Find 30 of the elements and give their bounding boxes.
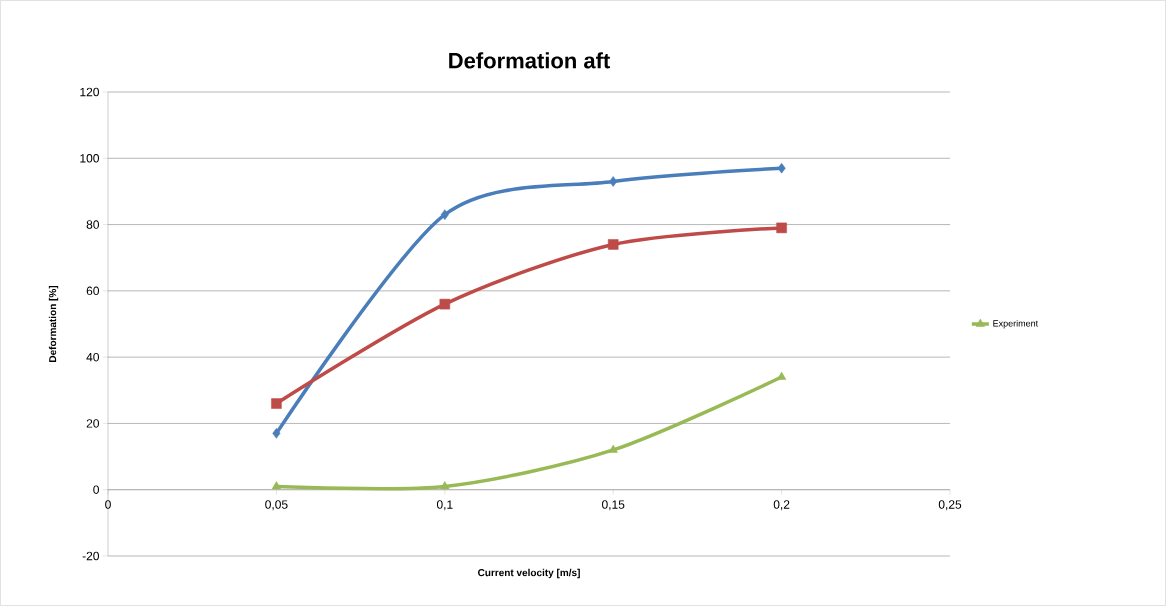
point: [777, 371, 787, 380]
point: [609, 176, 618, 187]
point: [271, 398, 282, 409]
point: [271, 481, 281, 490]
x-tick-label: 0,1: [436, 500, 453, 511]
y-tick-label: 120: [80, 87, 100, 97]
point: [776, 222, 787, 234]
x-tick-label: 0,05: [265, 500, 288, 511]
point: [777, 162, 786, 174]
point: [608, 444, 618, 453]
y-tick-label: -20: [82, 551, 100, 561]
y-tick-label: 40: [86, 352, 100, 362]
y-axis-title: Deformation [%]: [48, 285, 59, 362]
y-tick-label: 20: [86, 419, 100, 428]
x-tick-label: 0,25: [938, 500, 962, 511]
y-tick-label: 0: [93, 485, 100, 494]
point: [440, 209, 449, 220]
point: [440, 481, 450, 490]
y-tick-label: 100: [80, 154, 100, 163]
x-tick-label: 0,2: [773, 500, 790, 511]
point: [607, 239, 619, 250]
x-tick-label: 0: [105, 500, 111, 509]
x-tick-label: 0,15: [602, 500, 625, 511]
y-tick-label: 60: [86, 286, 100, 296]
legend-label: Experiment: [993, 319, 1039, 329]
y-tick-label: 80: [86, 220, 100, 229]
x-axis-title: Current velocity [m/s]: [478, 568, 580, 579]
point: [439, 298, 451, 310]
point: [272, 428, 281, 439]
chart-title: Deformation aft: [449, 52, 610, 69]
